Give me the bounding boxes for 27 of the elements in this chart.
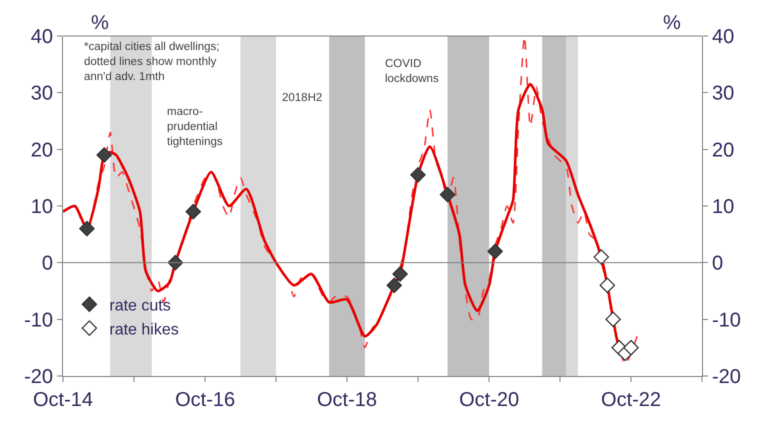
legend-label: rate hikes (109, 321, 179, 338)
y2-tick-label: 30 (712, 82, 734, 105)
y-tick-label: -10 (24, 309, 53, 332)
y-tick-label: 0 (42, 252, 53, 275)
y-tick-label: 20 (30, 139, 53, 162)
annotation: macro- prudential tightenings (167, 106, 223, 148)
x-tick-label: Oct-22 (601, 389, 662, 411)
y2-tick-label: -10 (712, 309, 741, 332)
y-tick-label: -20 (24, 366, 53, 388)
x-tick-label: Oct-14 (32, 389, 94, 411)
y2-axis-title: % (663, 12, 681, 34)
x-tick-label: Oct-16 (175, 389, 236, 411)
y2-tick-label: 0 (712, 252, 724, 275)
y-tick-label: 40 (30, 26, 53, 48)
x-tick-label: Oct-20 (459, 389, 520, 411)
annotation: COVID lockdowns (385, 58, 439, 85)
x-tick-label: Oct-18 (317, 389, 378, 411)
y-tick-label: 10 (30, 196, 53, 218)
y-tick-label: 30 (30, 82, 53, 105)
legend-label: rate cuts (109, 298, 171, 315)
y2-tick-label: -20 (712, 366, 741, 388)
annotation: 2018H2 (282, 92, 322, 104)
y2-tick-label: 40 (712, 26, 734, 48)
y-axis-title: % (91, 12, 109, 34)
y2-tick-label: 20 (712, 139, 734, 162)
y2-tick-label: 10 (712, 196, 734, 218)
annotation: *capital cities all dwellings; dotted lines show monthly ann'd adv. 1mth (84, 41, 220, 83)
